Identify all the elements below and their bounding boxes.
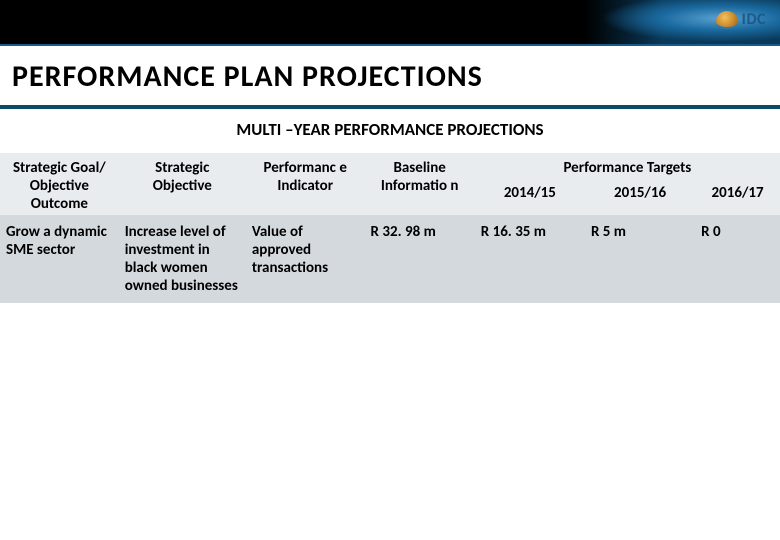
- col-header-2015-16: 2015/16: [585, 184, 695, 215]
- table-row: Grow a dynamic SME sector Increase level…: [0, 215, 780, 303]
- logo-text: IDC: [742, 10, 766, 29]
- page-title: PERFORMANCE PLAN PROJECTIONS: [0, 46, 780, 109]
- idc-logo: IDC: [716, 10, 766, 29]
- table-title-row: MULTI –YEAR PERFORMANCE PROJECTIONS: [0, 109, 780, 153]
- col-header-baseline: Baseline Informatio n: [365, 153, 475, 215]
- col-header-targets: Performance Targets: [475, 153, 780, 184]
- top-header-bar: IDC: [0, 0, 780, 46]
- cell-2016-17: R 0: [695, 215, 780, 303]
- cell-2015-16: R 5 m: [585, 215, 695, 303]
- cell-baseline: R 32. 98 m: [365, 215, 475, 303]
- projections-table: Strategic Goal/ Objective Outcome Strate…: [0, 153, 780, 303]
- table-title: MULTI –YEAR PERFORMANCE PROJECTIONS: [236, 119, 543, 140]
- globe-icon: [716, 11, 738, 29]
- cell-goal: Grow a dynamic SME sector: [0, 215, 119, 303]
- cell-indicator: Value of approved transactions: [246, 215, 365, 303]
- col-header-objective: Strategic Objective: [119, 153, 246, 215]
- col-header-2014-15: 2014/15: [475, 184, 585, 215]
- col-header-indicator: Performanc e Indicator: [246, 153, 365, 215]
- cell-2014-15: R 16. 35 m: [475, 215, 585, 303]
- col-header-2016-17: 2016/17: [695, 184, 780, 215]
- cell-objective: Increase level of investment in black wo…: [119, 215, 246, 303]
- col-header-goal: Strategic Goal/ Objective Outcome: [0, 153, 119, 215]
